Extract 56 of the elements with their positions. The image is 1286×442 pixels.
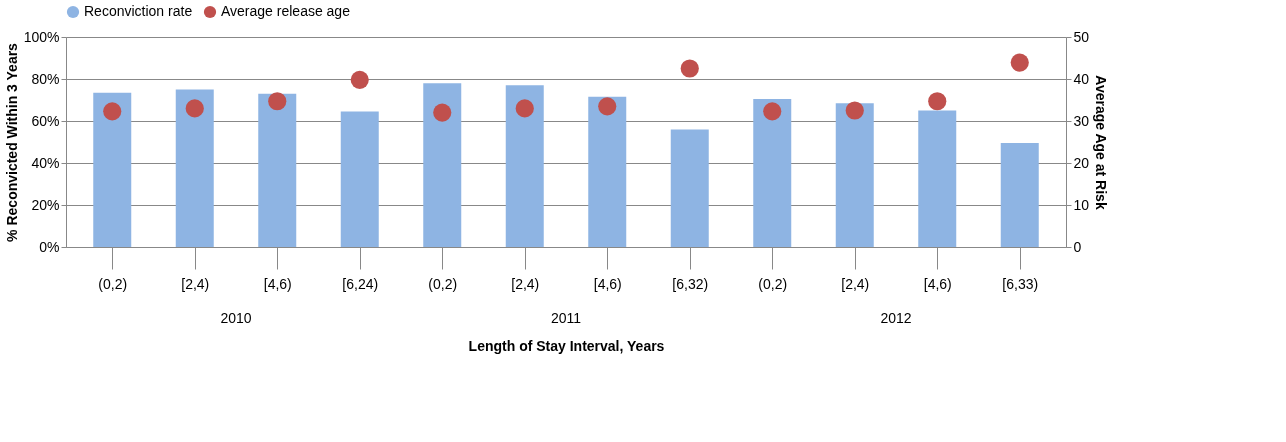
bar	[423, 83, 462, 247]
x-tick-label: [2,4)	[511, 275, 540, 292]
legend-label: Reconviction rate	[84, 3, 193, 19]
bar	[918, 110, 957, 247]
bar	[258, 93, 297, 247]
point	[185, 99, 204, 118]
bar	[93, 92, 132, 247]
bar	[670, 129, 709, 247]
point	[763, 102, 782, 121]
point	[1010, 53, 1029, 72]
y-tick-label: 100%	[23, 28, 60, 45]
x-tick-label: [6,33)	[1002, 275, 1039, 292]
x-tick-label: [4,6)	[593, 275, 622, 292]
x-tick-label: (0,2)	[98, 275, 128, 292]
x-tick-label: [2,4)	[841, 275, 870, 292]
point	[268, 92, 287, 111]
bar	[1000, 143, 1039, 247]
y2-tick-label: 0	[1073, 238, 1082, 255]
point	[350, 70, 369, 89]
point	[845, 101, 864, 120]
y2-tick-label: 20	[1073, 154, 1090, 171]
bar	[175, 89, 214, 247]
bar	[340, 111, 379, 247]
text: 2012	[880, 310, 912, 326]
bar	[753, 98, 792, 247]
x-tick-label: [4,6)	[263, 275, 292, 292]
y2-tick-label: 50	[1073, 28, 1090, 45]
x-tick-label: [6,32)	[672, 275, 709, 292]
y2-tick-label: 10	[1073, 196, 1090, 213]
y2-tick-label: 30	[1073, 112, 1090, 129]
x-tick-label: [6,24)	[342, 275, 379, 292]
point	[680, 59, 699, 78]
bar	[588, 96, 627, 247]
x-tick-label: (0,2)	[758, 275, 788, 292]
legend-label: Average release age	[221, 3, 351, 19]
bar	[505, 85, 544, 247]
y-tick-label: 40%	[31, 154, 60, 171]
x-tick-label: (0,2)	[428, 275, 458, 292]
x-tick-label: [2,4)	[181, 275, 210, 292]
x-axis-title: Length of Stay Interval, Years	[468, 337, 665, 354]
point	[433, 103, 452, 122]
y2-axis-title: Average Age at Risk	[1093, 75, 1110, 210]
point	[515, 99, 534, 118]
text: 2010	[220, 310, 252, 326]
point	[598, 97, 617, 116]
y-tick-label: 20%	[31, 196, 60, 213]
y-tick-label: 80%	[31, 70, 60, 87]
bar	[835, 103, 874, 247]
y-tick-label: 0%	[39, 238, 60, 255]
y-tick-label: 60%	[31, 112, 60, 129]
y-axis-title: % Reconvicted Within 3 Years	[3, 42, 20, 242]
y2-tick-label: 40	[1073, 70, 1090, 87]
text: 2011	[550, 310, 582, 326]
point	[928, 92, 947, 111]
x-tick-label: [4,6)	[923, 275, 952, 292]
point	[103, 102, 122, 121]
